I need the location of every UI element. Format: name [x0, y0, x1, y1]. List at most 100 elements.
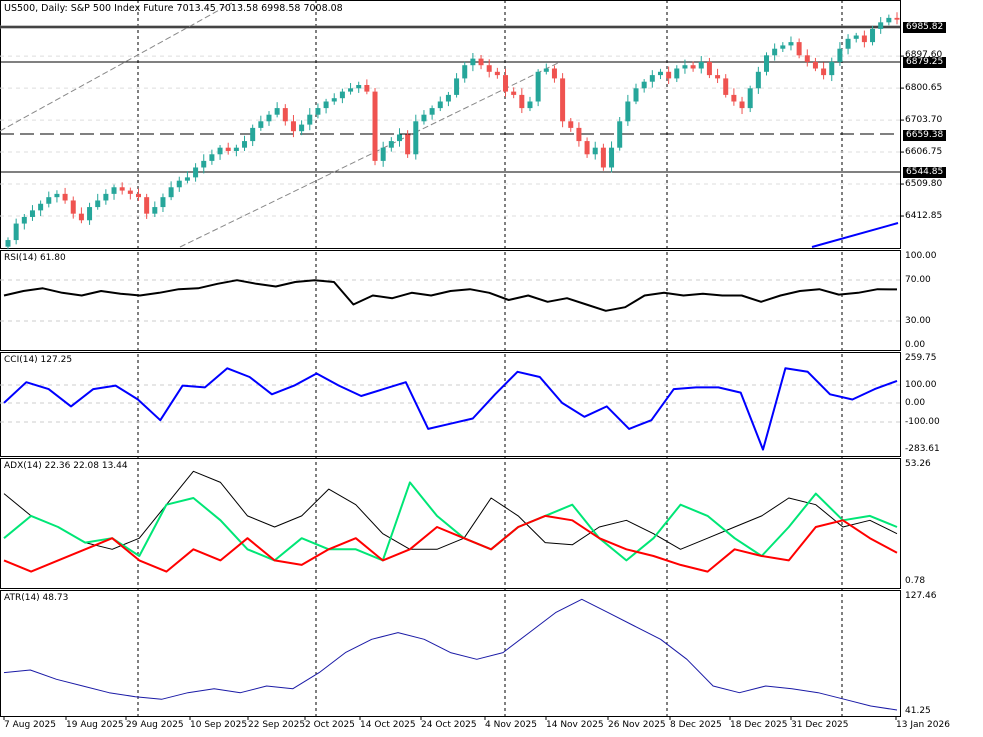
candle-body — [111, 187, 117, 194]
candle-body — [184, 177, 190, 181]
trend-line — [0, 2, 233, 132]
price-tick: 6509.80 — [905, 179, 943, 189]
date-label: 26 Nov 2025 — [608, 720, 666, 730]
candle-body — [454, 78, 460, 95]
candle-body — [698, 61, 704, 69]
date-label: 14 Oct 2025 — [360, 720, 416, 730]
candle-body — [503, 75, 509, 92]
candle-body — [861, 35, 867, 43]
candle-body — [584, 141, 590, 155]
date-label: 8 Dec 2025 — [670, 720, 722, 730]
price-tick: 6800.65 — [905, 83, 943, 93]
rsi-tick: 100.00 — [905, 251, 937, 261]
candle-body — [543, 68, 549, 72]
candle-body — [666, 71, 672, 79]
panel-frame — [0, 0, 901, 249]
candle-body — [878, 22, 884, 29]
candle-body — [486, 65, 492, 72]
candle-body — [633, 88, 639, 102]
candle-body — [388, 141, 394, 148]
atr-tick: 127.46 — [905, 591, 937, 601]
candle-body — [209, 154, 215, 161]
candle-body — [372, 91, 378, 161]
candle-body — [201, 160, 207, 168]
candle-body — [38, 203, 44, 211]
candle-body — [609, 147, 615, 168]
candle-body — [723, 78, 729, 95]
date-label: 18 Dec 2025 — [730, 720, 788, 730]
candle-body — [747, 88, 753, 109]
date-label: 13 Jan 2026 — [896, 720, 950, 730]
price-tick: 6412.85 — [905, 211, 943, 221]
candle-body — [837, 48, 843, 62]
candle-body — [470, 58, 476, 66]
candle-body — [135, 193, 141, 198]
candle-body — [894, 17, 900, 20]
candle-body — [478, 58, 484, 66]
rsi-tick: 70.00 — [905, 275, 931, 285]
date-label: 29 Aug 2025 — [126, 720, 184, 730]
level-tag: 6985.82 — [903, 22, 947, 33]
candle-body — [551, 68, 557, 79]
candle-body — [258, 121, 264, 128]
candle-body — [290, 121, 296, 132]
candle-body — [511, 91, 517, 95]
candle-body — [421, 114, 427, 122]
candle-body — [331, 98, 337, 102]
candle-body — [413, 121, 419, 155]
cci-line — [3, 367, 898, 451]
candle-body — [755, 71, 761, 89]
candle-body — [796, 42, 802, 56]
cci-tick: 100.00 — [905, 380, 937, 390]
date-label: 2 Oct 2025 — [305, 720, 355, 730]
rsi-line — [3, 279, 898, 312]
candle-body — [731, 94, 737, 102]
candle-body — [870, 28, 876, 43]
cci-tick: -283.61 — [905, 444, 940, 454]
cci-tick: 259.75 — [905, 353, 937, 363]
atr-line — [3, 598, 898, 711]
candle-body — [95, 200, 101, 208]
candle-body — [160, 197, 166, 208]
candle-body — [225, 147, 231, 151]
candle-body — [617, 121, 623, 148]
candle-body — [356, 85, 362, 89]
candle-body — [788, 42, 794, 46]
plus-di-line — [3, 481, 898, 562]
rsi-label: RSI(14) 61.80 — [4, 253, 66, 263]
candle-body — [821, 68, 827, 76]
candle-body — [339, 91, 345, 99]
cci-label: CCI(14) 127.25 — [4, 355, 73, 365]
candle-body — [649, 75, 655, 82]
candle-body — [625, 101, 631, 122]
candle-body — [62, 193, 68, 201]
candle-body — [764, 55, 770, 72]
candle-body — [127, 190, 133, 194]
candle-body — [405, 134, 411, 155]
candle-body — [13, 223, 19, 241]
candle-body — [176, 180, 182, 188]
candle-body — [592, 147, 598, 155]
date-label: 19 Aug 2025 — [66, 720, 124, 730]
candle-body — [299, 124, 305, 132]
channel-line — [811, 222, 899, 248]
candle-body — [274, 108, 280, 115]
candle-body — [853, 35, 859, 39]
candle-body — [242, 141, 248, 148]
cci-tick: 0.00 — [905, 398, 926, 408]
candle-body — [445, 94, 451, 102]
date-label: 7 Aug 2025 — [4, 720, 56, 730]
level-tag: 6879.25 — [903, 57, 947, 68]
instrument-name: S&P 500 Index Future — [70, 3, 174, 14]
candle-body — [641, 81, 647, 89]
candle-body — [739, 101, 745, 109]
candle-body — [494, 71, 500, 76]
adx-tick: 0.78 — [905, 576, 926, 586]
candle-body — [812, 61, 818, 69]
level-tag: 6544.85 — [903, 167, 947, 178]
price-tick: 6606.75 — [905, 147, 943, 157]
candle-body — [54, 193, 60, 198]
candle-body — [706, 61, 712, 76]
candle-body — [780, 45, 786, 49]
